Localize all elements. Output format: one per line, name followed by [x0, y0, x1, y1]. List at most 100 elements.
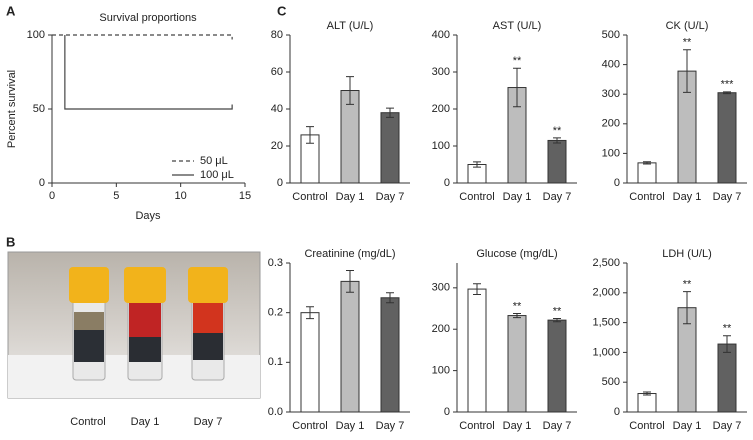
significance: **	[553, 305, 562, 317]
x-tick-label: Day 7	[376, 191, 405, 203]
x-tick-label: Control	[629, 420, 664, 432]
y-tick-label: 20	[271, 140, 283, 152]
y-tick-label: 80	[271, 29, 283, 41]
bar	[380, 112, 400, 184]
y-tick-label: 0	[277, 177, 283, 189]
y-tick-label: 100	[27, 29, 45, 41]
error-bar	[386, 107, 394, 118]
y-tick-label: 0	[39, 177, 45, 189]
panel-label: C	[277, 3, 287, 18]
bar	[467, 288, 487, 413]
significance: **	[553, 125, 562, 137]
y-tick-label: 0	[444, 406, 450, 418]
x-tick-label: Day 1	[503, 191, 532, 203]
error-bar	[346, 76, 354, 105]
y-tick-label: 1,000	[592, 346, 620, 358]
chart-title: LDH (U/L)	[662, 248, 712, 260]
significance: **	[513, 55, 522, 67]
bar	[717, 343, 737, 413]
y-tick-label: 100	[602, 147, 620, 159]
panel-label: A	[6, 3, 16, 18]
x-tick-label: 5	[113, 190, 119, 202]
y-tick-label: 0	[614, 177, 620, 189]
x-tick-label: Day 7	[543, 420, 572, 432]
chart-title: ALT (U/L)	[327, 20, 374, 32]
y-tick-label: 2,500	[592, 257, 620, 269]
error-bar	[386, 292, 394, 304]
chart-title: AST (U/L)	[493, 20, 542, 32]
y-tick-label: 100	[432, 365, 450, 377]
x-tick-label: Control	[459, 420, 494, 432]
tube	[124, 267, 166, 381]
x-axis-label: Days	[135, 210, 161, 222]
error-bar	[306, 126, 314, 144]
y-tick-label: 0	[614, 406, 620, 418]
y-tick-label: 0.0	[268, 406, 283, 418]
significance: **	[723, 323, 732, 335]
error-bar	[683, 291, 691, 325]
bar	[380, 297, 400, 413]
chart-title: Creatinine (mg/dL)	[304, 248, 395, 260]
y-tick-label: 200	[602, 118, 620, 130]
significance: ***	[721, 79, 735, 91]
photo	[7, 251, 261, 399]
y-tick-label: 0.2	[268, 307, 283, 319]
error-bar	[553, 137, 561, 144]
bar	[507, 315, 527, 413]
error-bar	[346, 269, 354, 293]
x-tick-label: 0	[49, 190, 55, 202]
y-tick-label: 50	[33, 103, 45, 115]
error-bar	[643, 391, 651, 396]
y-tick-label: 500	[602, 376, 620, 388]
y-tick-label: 40	[271, 103, 283, 115]
error-bar	[683, 49, 691, 93]
x-tick-label: Day 1	[673, 191, 702, 203]
error-bar	[473, 283, 481, 295]
y-tick-label: 0.1	[268, 356, 283, 368]
bar	[300, 312, 320, 413]
x-tick-label: Day 7	[376, 420, 405, 432]
survival-line	[64, 35, 233, 110]
y-tick-label: 2,000	[592, 287, 620, 299]
error-bar	[553, 317, 561, 323]
y-tick-label: 400	[432, 29, 450, 41]
y-tick-label: 1,500	[592, 317, 620, 329]
x-tick-label: 10	[175, 190, 187, 202]
x-tick-label: Day 1	[503, 420, 532, 432]
x-tick-label: Day 1	[336, 420, 365, 432]
error-bar	[513, 67, 521, 108]
tube	[188, 267, 228, 381]
error-bar	[723, 91, 731, 95]
bar	[717, 92, 737, 184]
bar	[637, 162, 657, 184]
error-bar	[513, 312, 521, 319]
x-tick-label: Control	[629, 191, 664, 203]
legend-label: 100 μL	[200, 169, 234, 181]
y-tick-label: 300	[432, 282, 450, 294]
y-tick-label: 0	[444, 177, 450, 189]
significance: **	[683, 279, 692, 291]
y-tick-label: 300	[602, 88, 620, 100]
bar	[340, 280, 360, 413]
tube	[69, 267, 109, 381]
bar	[637, 393, 657, 413]
y-tick-label: 200	[432, 103, 450, 115]
photo-label: Day 7	[194, 416, 223, 428]
error-bar	[723, 335, 731, 353]
x-tick-label: Control	[459, 191, 494, 203]
error-bar	[306, 306, 314, 320]
y-tick-label: 300	[432, 66, 450, 78]
x-tick-label: Day 7	[713, 191, 742, 203]
photo-label: Day 1	[131, 416, 160, 428]
y-tick-label: 500	[602, 29, 620, 41]
panel-label: B	[6, 234, 15, 249]
chart-title: CK (U/L)	[666, 20, 709, 32]
y-axis-label: Percent survival	[6, 70, 18, 148]
bar	[547, 139, 567, 184]
x-tick-label: 15	[239, 190, 251, 202]
error-bar	[643, 161, 651, 165]
y-tick-label: 200	[432, 323, 450, 335]
survival-line	[52, 34, 233, 40]
x-tick-label: Day 7	[713, 420, 742, 432]
